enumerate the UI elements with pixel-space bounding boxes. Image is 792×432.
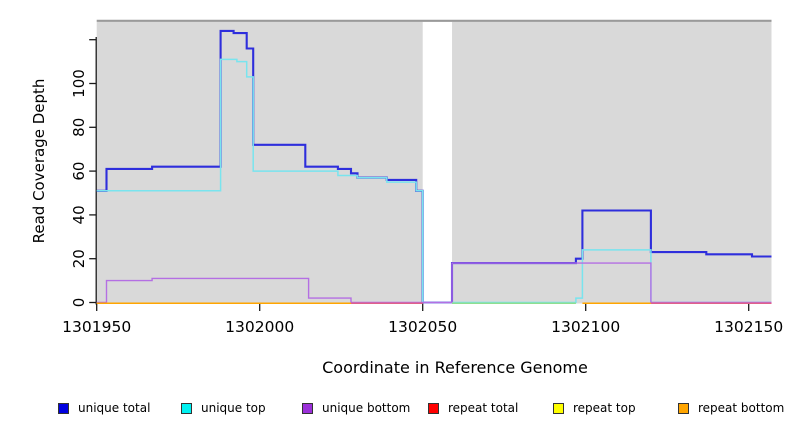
legend-label: repeat bottom [698,401,785,415]
legend-item-repeat-top: repeat top [553,398,636,418]
y-tick-label: 40 [70,205,88,224]
legend-swatch-repeat-top [553,402,564,414]
legend-label: unique bottom [322,401,411,415]
x-tick-label: 1301950 [62,318,131,336]
legend-swatch-unique-top [181,402,192,414]
legend-label: repeat top [573,401,636,415]
series-line-unique-bottom [96,262,772,304]
y-tick-label: 80 [70,118,88,137]
legend-label: repeat total [448,401,519,415]
panel-data-region [452,21,772,304]
legend-label: unique top [201,401,266,415]
legend-item-unique-total: unique total [58,398,150,418]
x-tick-label: 1302050 [388,318,457,336]
plot-panel [96,19,772,304]
x-tick-label: 1302000 [225,318,294,336]
legend-item-unique-top: unique top [181,398,266,418]
legend-label: unique total [78,401,151,415]
panel-data-region [96,21,423,304]
y-tick-label: 100 [70,69,88,98]
legend-item-repeat-total: repeat total [428,398,518,418]
axes: 0 20 40 60 80 100 1301950 1302000 1302050 1302100… [62,37,783,336]
y-tick-label: 20 [70,249,88,268]
legend-item-unique-bottom: unique bottom [302,398,410,418]
legend-swatch-unique-bottom [302,402,313,414]
x-axis-title: Coordinate in Reference Genome [322,358,588,377]
x-tick-label: 1302100 [551,318,620,336]
legend-swatch-repeat-bottom [678,402,689,414]
legend-swatch-unique-total [58,402,69,414]
legend-swatch-repeat-total [428,402,439,414]
y-tick-label: 0 [70,298,88,308]
legend-item-repeat-bottom: repeat bottom [678,398,784,418]
series-line-unique-top [96,58,772,304]
coverage-plot-canvas: 0 20 40 60 80 100 1301950 1302000 1302050 1302100… [62,19,783,336]
y-axis-title: Read Coverage Depth [30,78,48,244]
x-tick-label: 1302150 [714,318,783,336]
legend: unique total unique top unique bottom re… [0,398,792,420]
series-lines [96,29,772,304]
y-tick-label: 60 [70,162,88,181]
